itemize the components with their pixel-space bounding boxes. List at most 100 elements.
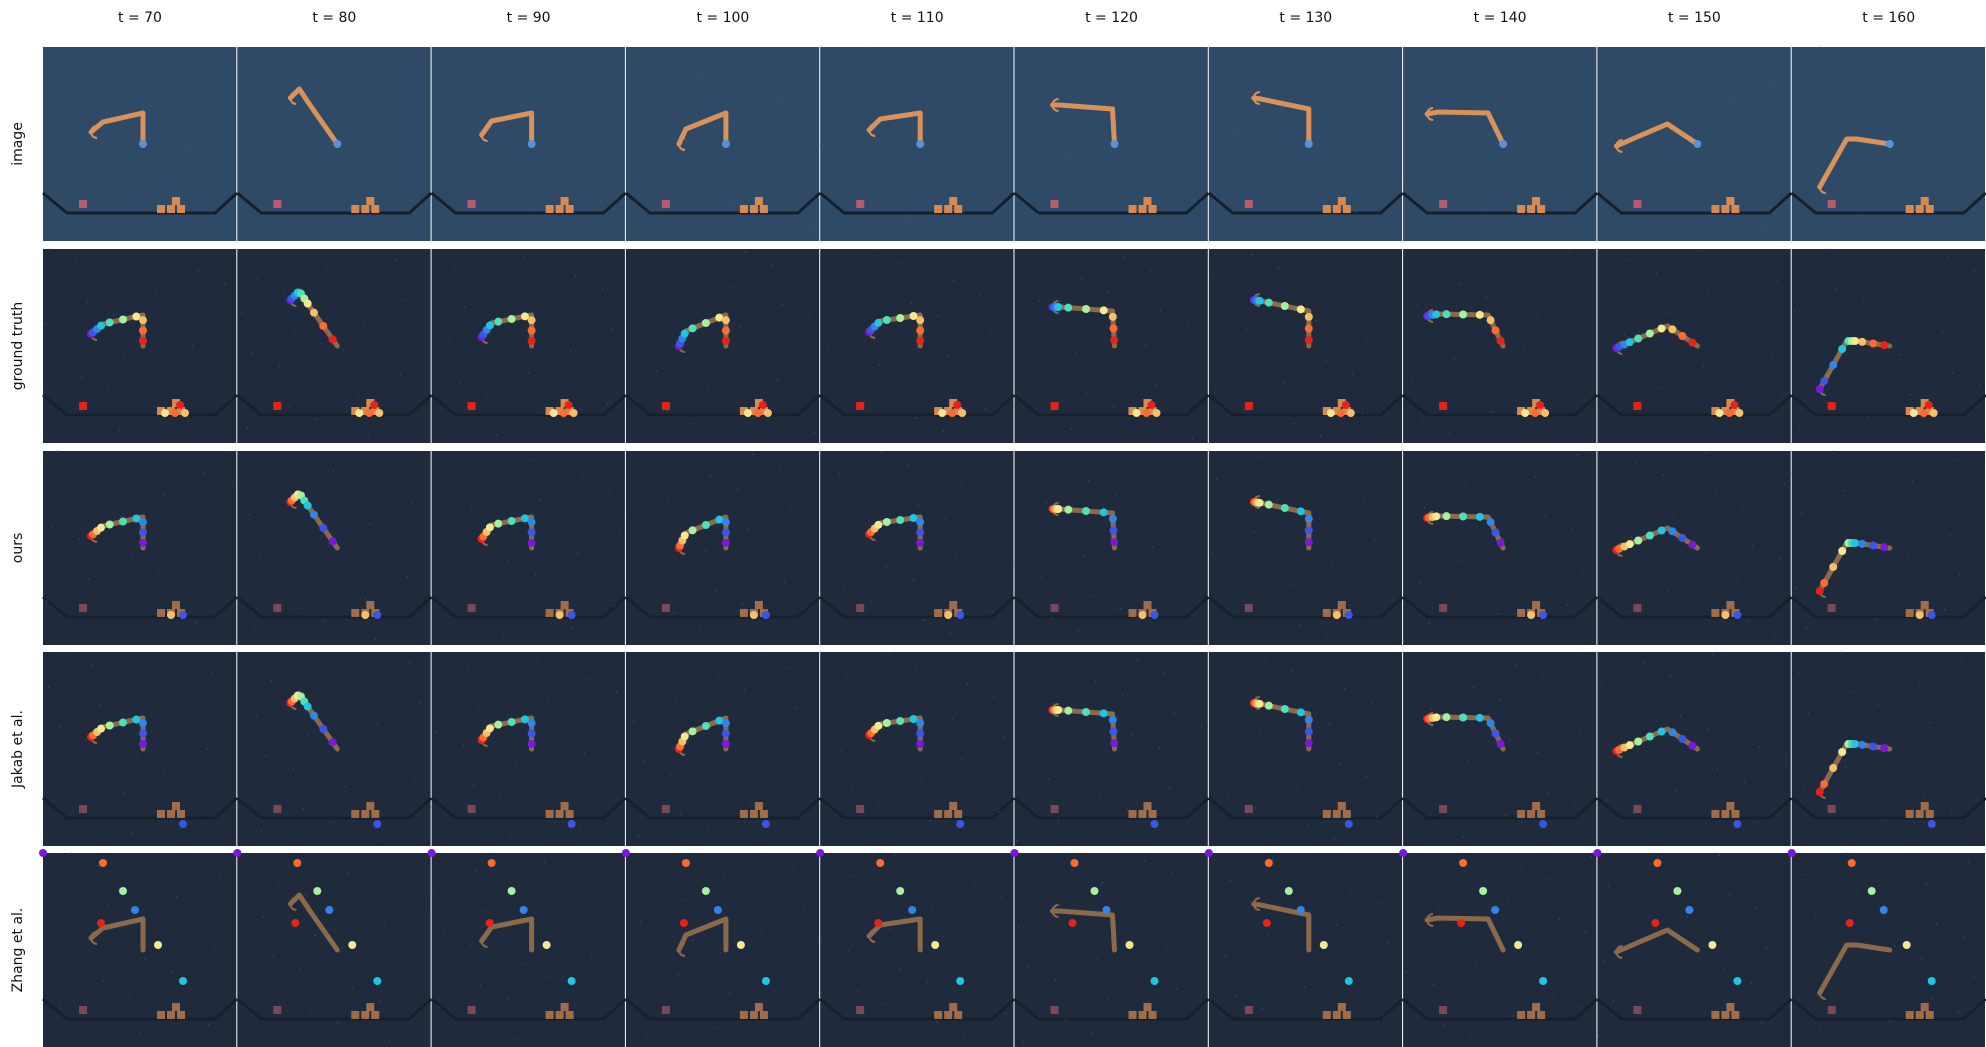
table-edge <box>42 595 239 619</box>
noise-speck <box>70 852 72 854</box>
noise-speck <box>1138 935 1141 937</box>
noise-speck <box>1458 283 1460 285</box>
orange-cube <box>1726 399 1735 407</box>
noise-speck <box>330 383 332 385</box>
noise-speck <box>868 324 870 326</box>
noise-speck <box>413 777 415 779</box>
noise-speck <box>1815 914 1817 916</box>
noise-speck <box>58 726 60 728</box>
red-cube <box>1244 604 1253 612</box>
orange-cube <box>172 601 180 609</box>
keypoint <box>909 312 918 320</box>
noise-speck <box>929 820 931 822</box>
noise-speck <box>1221 593 1223 595</box>
keypoint <box>567 820 576 828</box>
table-edge <box>1402 997 1599 1021</box>
noise-speck <box>318 66 320 68</box>
robot-arm <box>1050 102 1117 147</box>
red-cube <box>273 604 282 612</box>
noise-speck <box>493 157 496 159</box>
table-edge <box>1013 191 1210 215</box>
red-cube <box>661 805 670 813</box>
table-edge <box>430 796 627 820</box>
noise-speck <box>1931 998 1933 1000</box>
keypoint <box>1491 729 1500 738</box>
noise-speck <box>1124 533 1127 535</box>
noise-speck <box>350 194 352 196</box>
noise-speck <box>1935 130 1937 132</box>
keypoint <box>1657 526 1666 535</box>
noise-speck <box>1122 256 1125 258</box>
keypoint <box>1527 611 1536 619</box>
noise-speck <box>1567 165 1569 167</box>
keypoint <box>485 523 494 532</box>
keypoint <box>1255 699 1264 708</box>
keypoint <box>1867 887 1876 895</box>
orange-cube <box>560 1003 569 1011</box>
frame-panel <box>1207 451 1404 645</box>
frame-panel <box>1596 451 1793 645</box>
noise-speck <box>1810 989 1812 991</box>
noise-speck <box>784 581 786 583</box>
noise-speck <box>144 958 146 960</box>
noise-speck <box>85 739 87 741</box>
noise-speck <box>64 134 66 136</box>
noise-speck <box>1744 343 1747 345</box>
orange-cube <box>371 205 380 213</box>
keypoint <box>171 409 179 417</box>
noise-speck <box>1616 132 1619 134</box>
noise-speck <box>629 357 631 359</box>
noise-speck <box>1605 799 1608 801</box>
noise-speck <box>700 625 702 627</box>
noise-speck <box>1283 382 1285 384</box>
gripper <box>868 929 876 943</box>
noise-speck <box>258 554 260 556</box>
panel-background <box>237 249 431 443</box>
noise-speck <box>465 583 468 585</box>
gripper <box>289 897 297 911</box>
noise-speck <box>719 952 721 954</box>
noise-speck <box>157 569 159 571</box>
frame-panel <box>1399 849 1599 1047</box>
noise-speck <box>1548 878 1550 880</box>
gripper <box>90 931 98 945</box>
noise-speck <box>1706 728 1709 730</box>
noise-speck <box>1765 947 1768 949</box>
keypoint <box>1851 539 1860 547</box>
noise-speck <box>715 590 717 592</box>
noise-speck <box>737 488 739 490</box>
noise-speck <box>877 802 879 804</box>
keypoint <box>1851 740 1860 748</box>
noise-speck <box>1739 418 1742 420</box>
noise-speck <box>661 295 663 297</box>
noise-speck <box>1346 964 1348 966</box>
orange-cube <box>371 810 380 818</box>
noise-speck <box>1653 185 1656 187</box>
noise-speck <box>1511 1015 1513 1017</box>
keypoint <box>1645 732 1654 741</box>
noise-speck <box>1448 433 1450 435</box>
noise-speck <box>613 605 616 607</box>
noise-speck <box>820 937 822 939</box>
noise-speck <box>1143 860 1146 862</box>
keypoint <box>97 321 105 330</box>
keypoint <box>1678 735 1687 743</box>
noise-speck <box>803 908 805 910</box>
noise-speck <box>201 823 203 825</box>
noise-speck <box>479 985 482 987</box>
keypoint <box>1296 507 1305 516</box>
noise-speck <box>399 374 401 376</box>
noise-speck <box>1315 320 1317 322</box>
column-title: t = 140 <box>1473 10 1527 26</box>
noise-speck <box>984 408 986 410</box>
frame-panel <box>1790 450 1986 645</box>
noise-speck <box>1843 490 1845 492</box>
noise-speck <box>1465 485 1467 487</box>
frame-panel <box>624 47 821 241</box>
noise-speck <box>500 359 503 361</box>
noise-speck <box>411 501 413 503</box>
red-cube <box>661 200 670 208</box>
noise-speck <box>730 286 732 288</box>
base-joint <box>1885 140 1894 148</box>
keypoint <box>1651 919 1660 927</box>
